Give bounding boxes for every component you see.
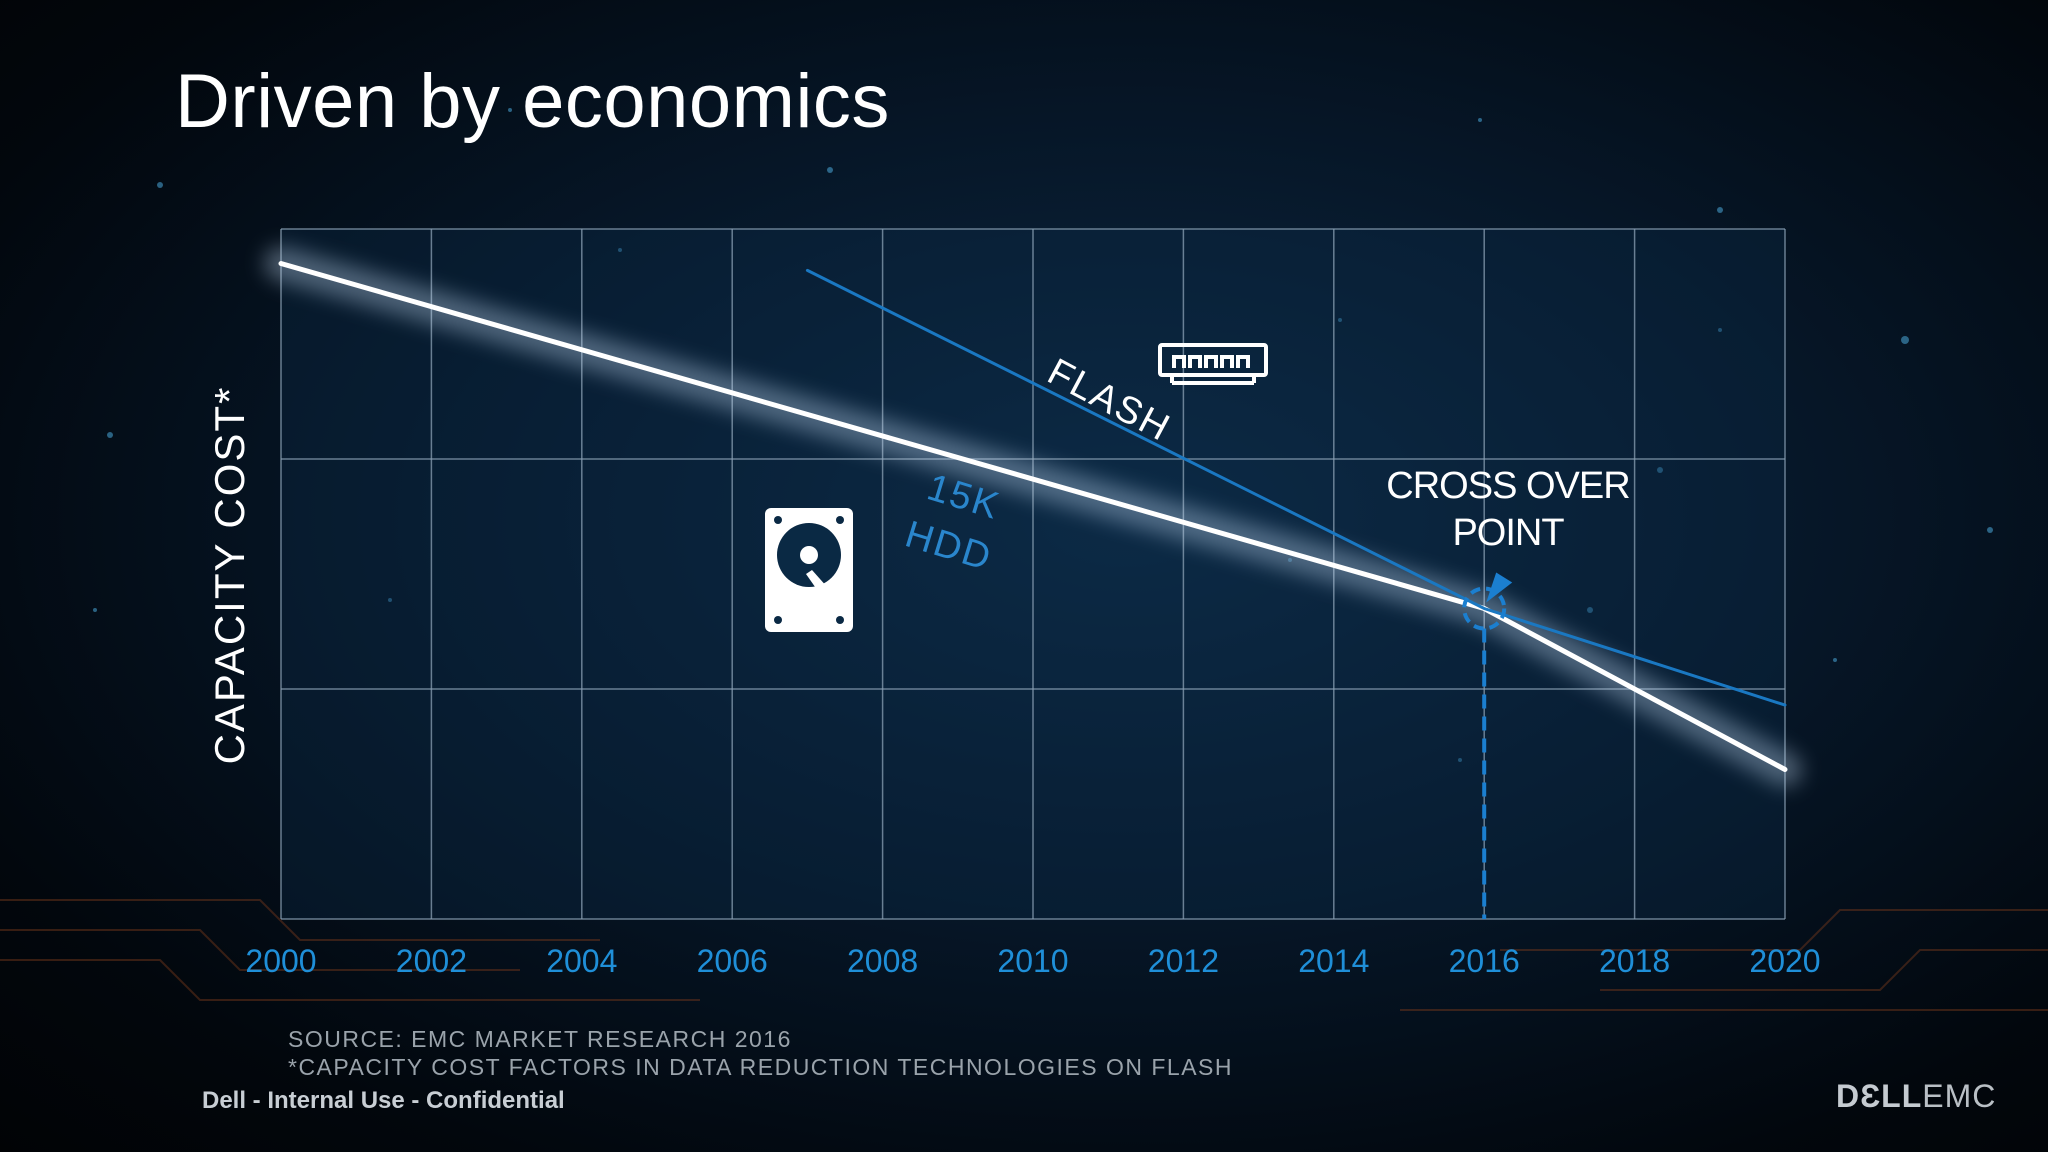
source-line: SOURCE: EMC MARKET RESEARCH 2016 [288,1026,792,1052]
x-tick-label: 2020 [1749,943,1820,979]
x-axis-ticks: 2000 2002 2004 2006 2008 2010 2012 2014 2016 2018… [245,943,1820,979]
hard-drive-icon [765,508,853,632]
x-tick-label: 2012 [1148,943,1219,979]
crossover-marker [1462,572,1513,919]
x-tick-label: 2018 [1599,943,1670,979]
slide-title: Driven by economics [175,59,890,144]
series-lines [264,246,1802,787]
x-tick-label: 2002 [396,943,467,979]
x-tick-label: 2004 [546,943,617,979]
flash-series-line [805,268,1787,707]
x-tick-label: 2008 [847,943,918,979]
footnote-line: *CAPACITY COST FACTORS IN DATA REDUCTION… [288,1054,1233,1080]
confidential-footer: Dell - Internal Use - Confidential [202,1087,565,1114]
source-note: SOURCE: EMC MARKET RESEARCH 2016 *CAPACI… [288,1025,1233,1081]
crossover-circle [1462,586,1507,631]
crossover-label-line2: POINT [1452,512,1564,554]
crossover-label-line1: CROSS OVER [1386,465,1629,507]
dell-emc-logo: DƐLLEMC [1836,1078,1997,1114]
x-tick-label: 2000 [245,943,316,979]
x-tick-label: 2010 [997,943,1068,979]
flash-module-icon [1158,343,1268,385]
x-tick-label: 2016 [1449,943,1520,979]
x-tick-label: 2014 [1298,943,1369,979]
crossover-pointer-icon [1486,572,1513,603]
x-tick-label: 2006 [697,943,768,979]
